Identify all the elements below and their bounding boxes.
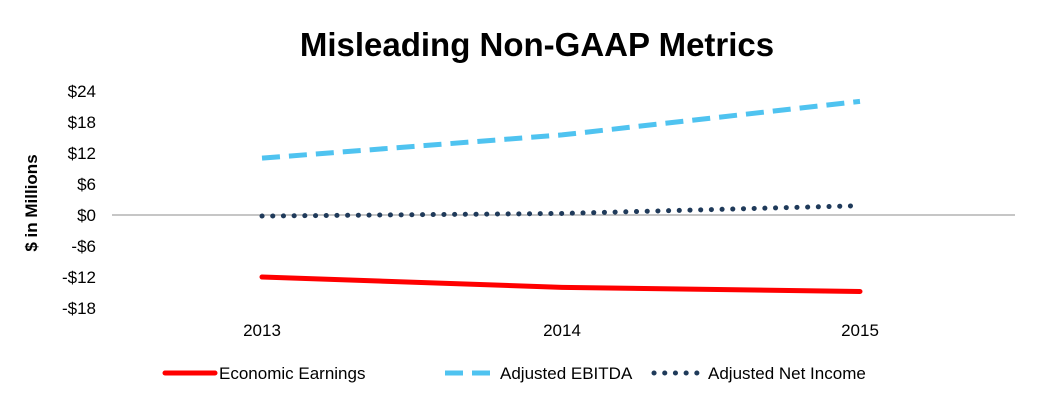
x-axis-ticks: 2013 2014 2015	[243, 321, 879, 340]
legend: Economic Earnings Adjusted EBITDA Adjusted…	[162, 364, 866, 383]
y-axis-ticks: $24 $18 $12 $6 $0 -$6 -$12 -$18	[62, 82, 96, 318]
series-line-3	[259, 203, 863, 219]
y-tick-label: -$6	[71, 237, 96, 256]
y-axis-label: $ in Millions	[22, 154, 41, 251]
x-tick-label: 2014	[543, 321, 581, 340]
series-lines	[259, 98, 863, 294]
series-line-1	[259, 274, 863, 294]
y-tick-label: $12	[68, 144, 96, 163]
y-tick-label: -$12	[62, 268, 96, 287]
legend-label: Economic Earnings	[219, 364, 365, 383]
y-tick-label: $24	[68, 82, 96, 101]
y-tick-label: -$18	[62, 299, 96, 318]
legend-item: Adjusted EBITDA	[445, 364, 633, 383]
legend-item: Economic Earnings	[162, 364, 365, 383]
legend-label: Adjusted EBITDA	[500, 364, 633, 383]
x-tick-label: 2015	[841, 321, 879, 340]
chart-title: Misleading Non-GAAP Metrics	[300, 26, 774, 63]
legend-label: Adjusted Net Income	[708, 364, 866, 383]
y-tick-label: $6	[77, 175, 96, 194]
series-line-2	[261, 98, 861, 161]
x-tick-label: 2013	[243, 321, 281, 340]
y-tick-label: $18	[68, 113, 96, 132]
y-tick-label: $0	[77, 206, 96, 225]
legend-item: Adjusted Net Income	[651, 364, 866, 383]
